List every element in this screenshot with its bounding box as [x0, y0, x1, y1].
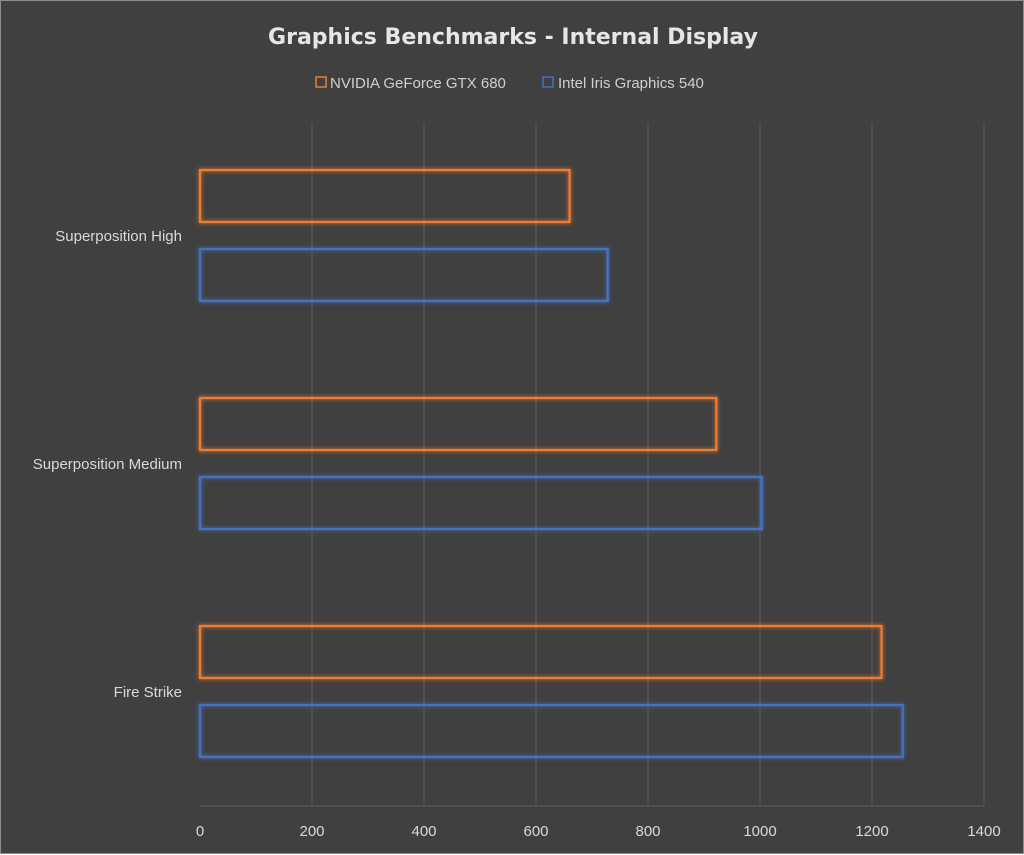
x-tick-label-200: 200 [299, 823, 324, 840]
x-tick-labels: 0 200 400 600 800 1000 1200 1400 [196, 823, 1001, 840]
x-tick-label-1400: 1400 [967, 823, 1000, 840]
bar-fire-strike-intel-iris-graphics-540 [198, 703, 904, 759]
legend-swatch-intel [542, 76, 554, 88]
x-tick-label-600: 600 [523, 823, 548, 840]
chart-title: Graphics Benchmarks - Internal Display [268, 25, 758, 50]
bar-superposition-high-nvidia-geforce-gtx-680 [198, 168, 571, 224]
x-tick-label-400: 400 [411, 823, 436, 840]
legend-swatch-nvidia [315, 76, 327, 88]
category-label-superposition-high: Superposition High [55, 228, 182, 245]
x-tick-label-0: 0 [196, 823, 204, 840]
bar-superposition-high-intel-iris-graphics-540 [198, 247, 609, 303]
category-label-superposition-medium: Superposition Medium [33, 456, 182, 473]
x-tick-label-800: 800 [635, 823, 660, 840]
legend-label-nvidia: NVIDIA GeForce GTX 680 [330, 75, 506, 92]
x-tick-label-1000: 1000 [743, 823, 776, 840]
bars [198, 168, 904, 759]
legend: NVIDIA GeForce GTX 680 Intel Iris Graphi… [315, 75, 704, 92]
category-labels: Superposition High Superposition Medium Fi… [33, 228, 182, 701]
category-separators [200, 349, 984, 807]
bar-superposition-medium-nvidia-geforce-gtx-680 [198, 396, 718, 452]
bar-superposition-medium-intel-iris-graphics-540 [198, 475, 763, 531]
legend-label-intel: Intel Iris Graphics 540 [558, 75, 704, 92]
x-tick-label-1200: 1200 [855, 823, 888, 840]
category-label-fire-strike: Fire Strike [114, 684, 182, 701]
gridlines [311, 122, 985, 806]
bar-fire-strike-nvidia-geforce-gtx-680 [198, 624, 883, 680]
